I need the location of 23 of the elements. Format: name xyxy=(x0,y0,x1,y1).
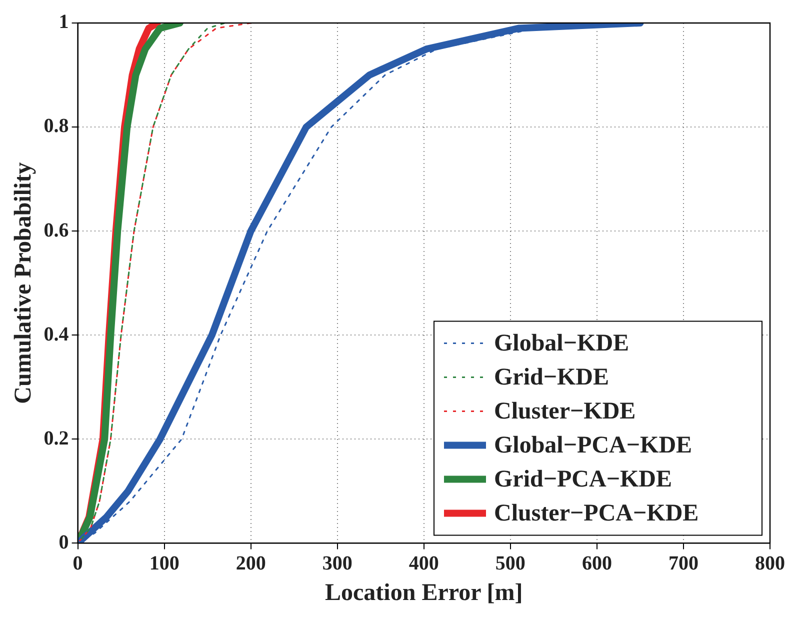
x-tick-label: 100 xyxy=(149,552,180,574)
x-tick-label: 800 xyxy=(755,552,785,574)
x-tick-label: 200 xyxy=(236,552,266,574)
y-tick-label: 0.6 xyxy=(44,219,69,242)
legend-label: Grid−PCA−KDE xyxy=(494,466,672,492)
y-tick-label: 0 xyxy=(58,531,69,554)
y-axis-title: Cumulative Probability xyxy=(10,162,37,404)
y-tick-label: 0.8 xyxy=(44,115,69,138)
legend-label: Cluster−KDE xyxy=(494,398,636,424)
legend-label: Global−KDE xyxy=(494,330,630,356)
x-axis-title: Location Error [m] xyxy=(325,580,523,606)
legend-label: Grid−KDE xyxy=(494,364,610,390)
y-tick-label: 0.4 xyxy=(44,323,69,346)
legend-label: Cluster−PCA−KDE xyxy=(494,500,699,526)
x-tick-label: 500 xyxy=(495,552,526,574)
y-tick-label: 1 xyxy=(58,11,69,34)
x-tick-label: 400 xyxy=(408,552,439,574)
y-tick-label: 0.2 xyxy=(44,427,69,450)
x-tick-label: 600 xyxy=(582,552,612,574)
x-tick-label: 700 xyxy=(668,552,698,574)
x-tick-label: 0 xyxy=(72,552,83,574)
x-tick-label: 300 xyxy=(322,552,352,574)
legend-label: Global−PCA−KDE xyxy=(494,432,692,458)
